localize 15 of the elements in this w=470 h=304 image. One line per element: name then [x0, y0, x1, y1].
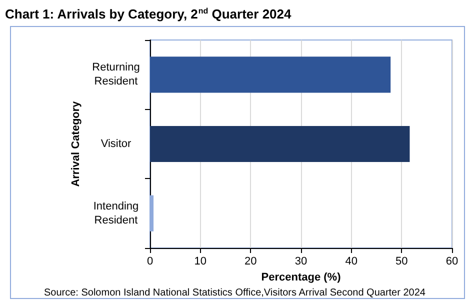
y-axis-title: Arrival Category	[70, 100, 82, 187]
source-note: Source: Solomon Island National Statistics Office,Visitors Arrival Second Quarter 2024	[44, 288, 426, 298]
y-tick-label: Intending Resident	[93, 200, 139, 226]
x-tick-label: 60	[446, 256, 458, 268]
x-tick-label: 10	[194, 256, 206, 268]
x-tick-label: 50	[396, 256, 408, 268]
x-axis-title: Percentage (%)	[261, 272, 342, 284]
x-tick-label: 20	[244, 256, 257, 268]
x-tick-label: 40	[345, 256, 358, 268]
bar	[150, 56, 391, 93]
x-tick-label: 0	[146, 256, 154, 268]
bar	[150, 126, 410, 162]
x-tick-label: 30	[294, 256, 308, 268]
y-tick-label: Visitor	[100, 138, 132, 150]
y-tick-label: Returning Resident	[92, 62, 140, 88]
